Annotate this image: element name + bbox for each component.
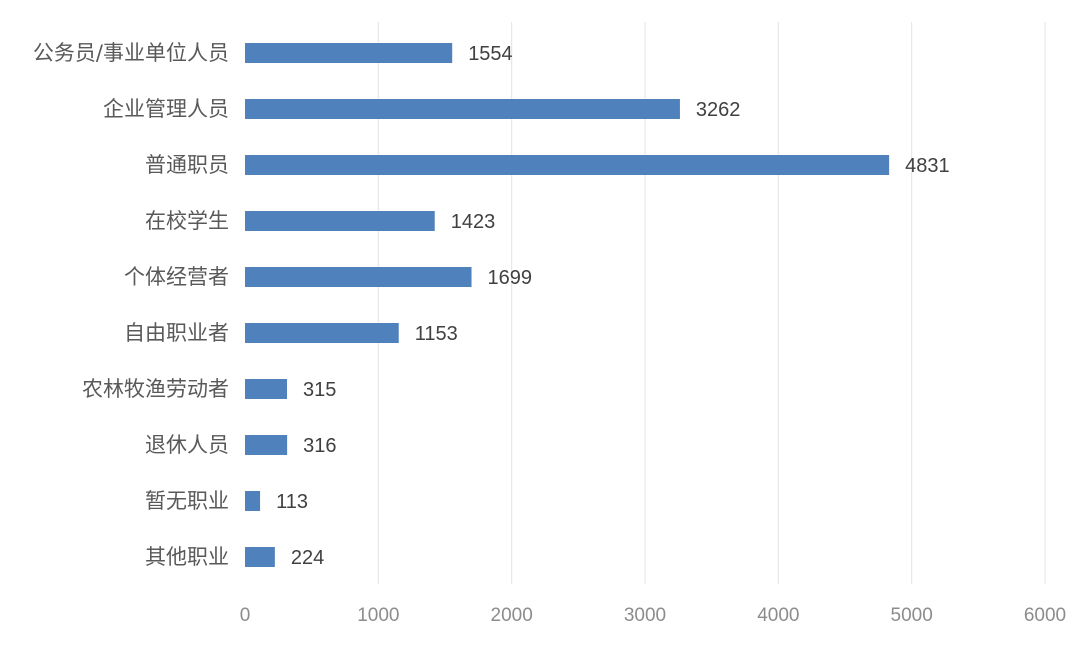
category-label: 企业管理人员 xyxy=(103,97,229,121)
bar xyxy=(245,491,261,511)
bars xyxy=(245,43,890,567)
bar xyxy=(245,155,890,175)
bar xyxy=(245,323,399,343)
x-tick-label: 1000 xyxy=(357,605,399,626)
category-label: 暂无职业 xyxy=(145,489,229,513)
bar xyxy=(245,435,288,455)
data-label: 3262 xyxy=(696,99,741,121)
data-label: 113 xyxy=(276,491,308,513)
data-label: 1699 xyxy=(488,267,533,289)
bar xyxy=(245,99,680,119)
category-label: 其他职业 xyxy=(145,545,229,569)
x-tick-label: 0 xyxy=(240,605,251,626)
category-label: 在校学生 xyxy=(145,209,229,233)
data-label: 4831 xyxy=(905,155,950,177)
bar xyxy=(245,267,472,287)
category-label: 退休人员 xyxy=(145,433,229,457)
data-label: 316 xyxy=(303,435,336,457)
x-tick-label: 6000 xyxy=(1024,605,1066,626)
data-label: 1423 xyxy=(451,211,496,233)
data-label: 224 xyxy=(291,547,324,569)
data-label: 315 xyxy=(303,379,336,401)
category-label: 个体经营者 xyxy=(124,265,229,289)
x-tick-label: 5000 xyxy=(891,605,933,626)
data-label: 1554 xyxy=(468,43,513,65)
category-label: 普通职员 xyxy=(145,153,229,177)
category-label: 自由职业者 xyxy=(124,321,229,345)
x-tick-label: 3000 xyxy=(624,605,666,626)
data-label: 1153 xyxy=(415,323,458,345)
x-tick-label: 4000 xyxy=(757,605,799,626)
bar xyxy=(245,43,453,63)
x-axis-ticks: 0 1000 2000 3000 4000 5000 6000 xyxy=(240,605,1066,626)
bar xyxy=(245,211,435,231)
category-labels: 公务员/事业单位人员企业管理人员普通职员在校学生个体经营者自由职业者农林牧渔劳动… xyxy=(33,41,229,569)
x-tick-label: 2000 xyxy=(491,605,533,626)
value-labels: 1554 3262 4831 1423 1699 1153 315 316 113 224 xyxy=(276,43,950,569)
bar xyxy=(245,547,275,567)
category-label: 公务员/事业单位人员 xyxy=(33,41,229,65)
category-label: 农林牧渔劳动者 xyxy=(82,377,229,401)
bar xyxy=(245,379,287,399)
